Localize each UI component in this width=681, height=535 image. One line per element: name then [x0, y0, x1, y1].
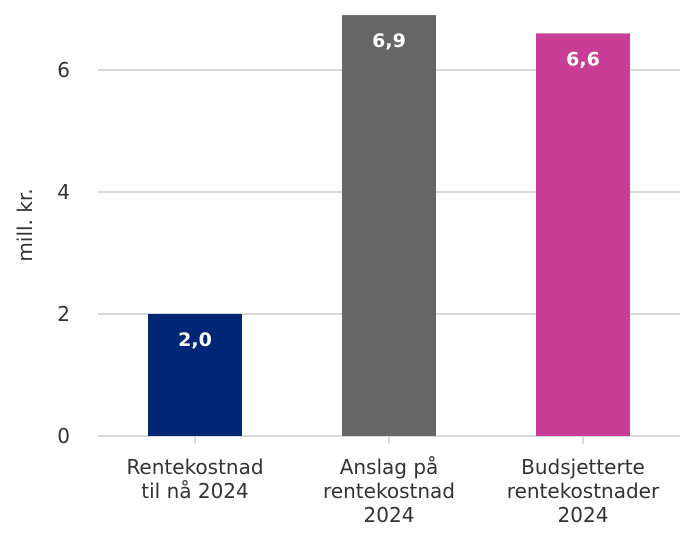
value-label: 6,6	[566, 48, 600, 70]
y-tick-label: 4	[57, 180, 70, 204]
y-tick-label: 6	[57, 58, 70, 82]
y-tick-label: 2	[57, 302, 70, 326]
x-tick-label: Rentekostnad til nå 2024	[126, 455, 263, 503]
y-axis-label: mill. kr.	[13, 188, 37, 261]
x-tick-label: Anslag på rentekostnad 2024	[323, 455, 455, 527]
value-label: 6,9	[372, 30, 406, 52]
bar	[342, 15, 436, 436]
bar	[536, 33, 630, 437]
value-label: 2,0	[178, 329, 212, 351]
y-tick-label: 0	[57, 424, 70, 448]
bar	[148, 314, 242, 436]
x-tick-label: Budsjetterte rentekostnader 2024	[507, 455, 660, 527]
